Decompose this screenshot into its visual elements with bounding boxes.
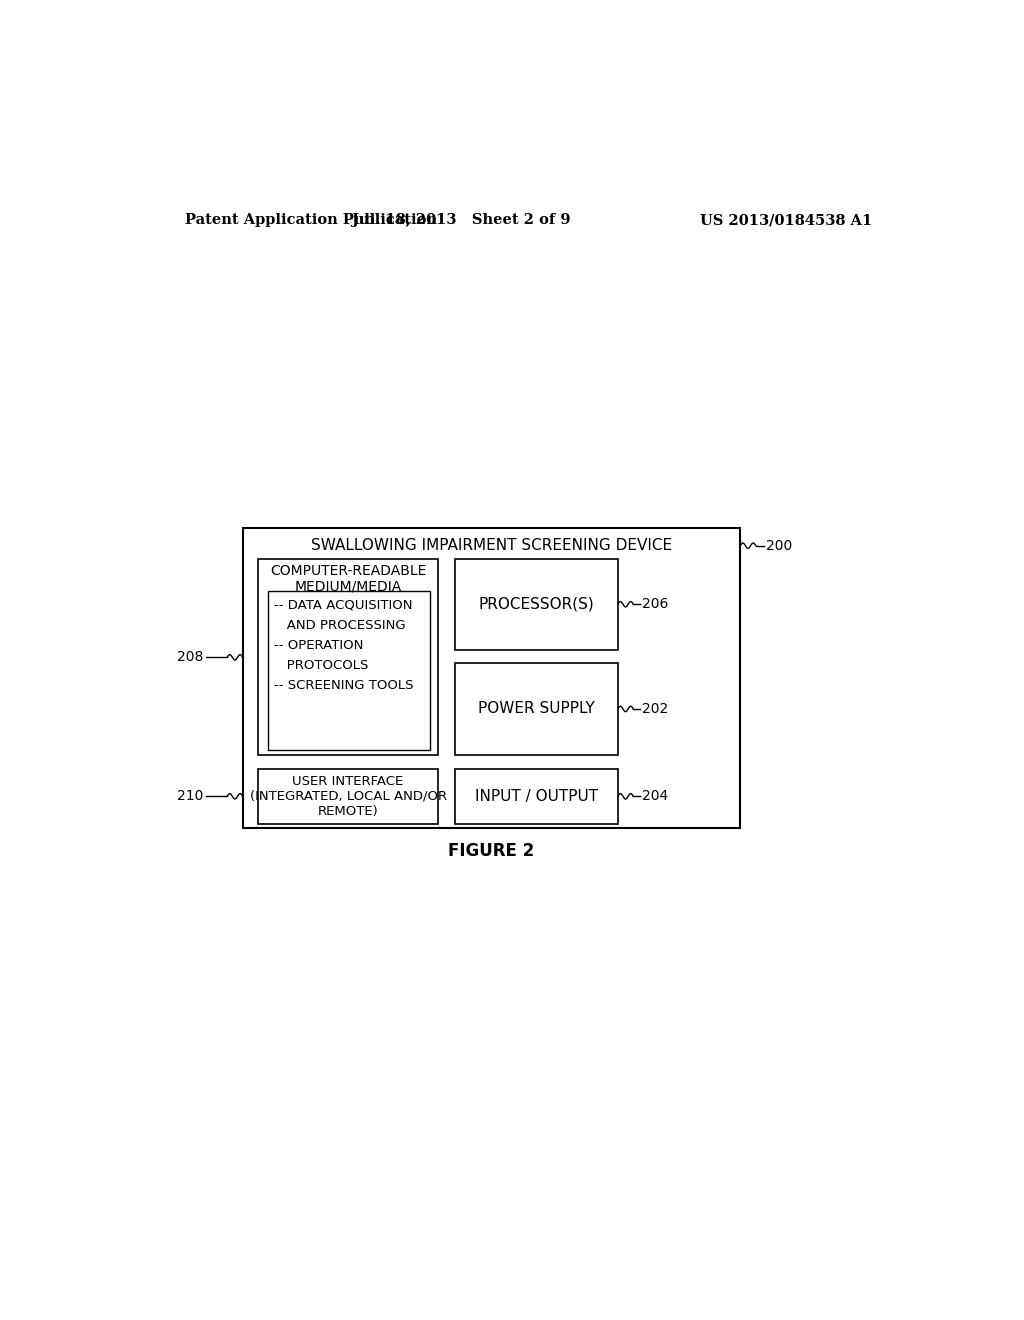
- Text: POWER SUPPLY: POWER SUPPLY: [478, 701, 595, 717]
- Text: INPUT / OUTPUT: INPUT / OUTPUT: [475, 789, 598, 804]
- Text: PROCESSOR(S): PROCESSOR(S): [478, 597, 594, 611]
- Bar: [258, 770, 438, 824]
- Text: FIGURE 2: FIGURE 2: [449, 842, 535, 861]
- Text: 210: 210: [177, 789, 203, 804]
- Bar: [455, 558, 617, 649]
- Bar: [455, 770, 617, 824]
- Bar: [267, 591, 430, 750]
- Text: 200: 200: [766, 539, 793, 553]
- Text: 208: 208: [177, 651, 203, 664]
- Text: Jul. 18, 2013   Sheet 2 of 9: Jul. 18, 2013 Sheet 2 of 9: [352, 213, 570, 227]
- Bar: [455, 663, 617, 755]
- Bar: [258, 558, 438, 755]
- Text: COMPUTER-READABLE
MEDIUM/MEDIA: COMPUTER-READABLE MEDIUM/MEDIA: [270, 564, 426, 594]
- Text: 206: 206: [642, 597, 669, 611]
- Text: USER INTERFACE
(INTEGRATED, LOCAL AND/OR
REMOTE): USER INTERFACE (INTEGRATED, LOCAL AND/OR…: [250, 775, 446, 818]
- Text: -- DATA ACQUISITION
   AND PROCESSING
-- OPERATION
   PROTOCOLS
-- SCREENING TOO: -- DATA ACQUISITION AND PROCESSING -- OP…: [273, 599, 414, 692]
- Text: 202: 202: [642, 702, 668, 715]
- Text: SWALLOWING IMPAIRMENT SCREENING DEVICE: SWALLOWING IMPAIRMENT SCREENING DEVICE: [311, 539, 672, 553]
- Text: Patent Application Publication: Patent Application Publication: [184, 213, 436, 227]
- Text: 204: 204: [642, 789, 668, 804]
- Bar: [243, 528, 740, 829]
- Text: US 2013/0184538 A1: US 2013/0184538 A1: [699, 213, 872, 227]
